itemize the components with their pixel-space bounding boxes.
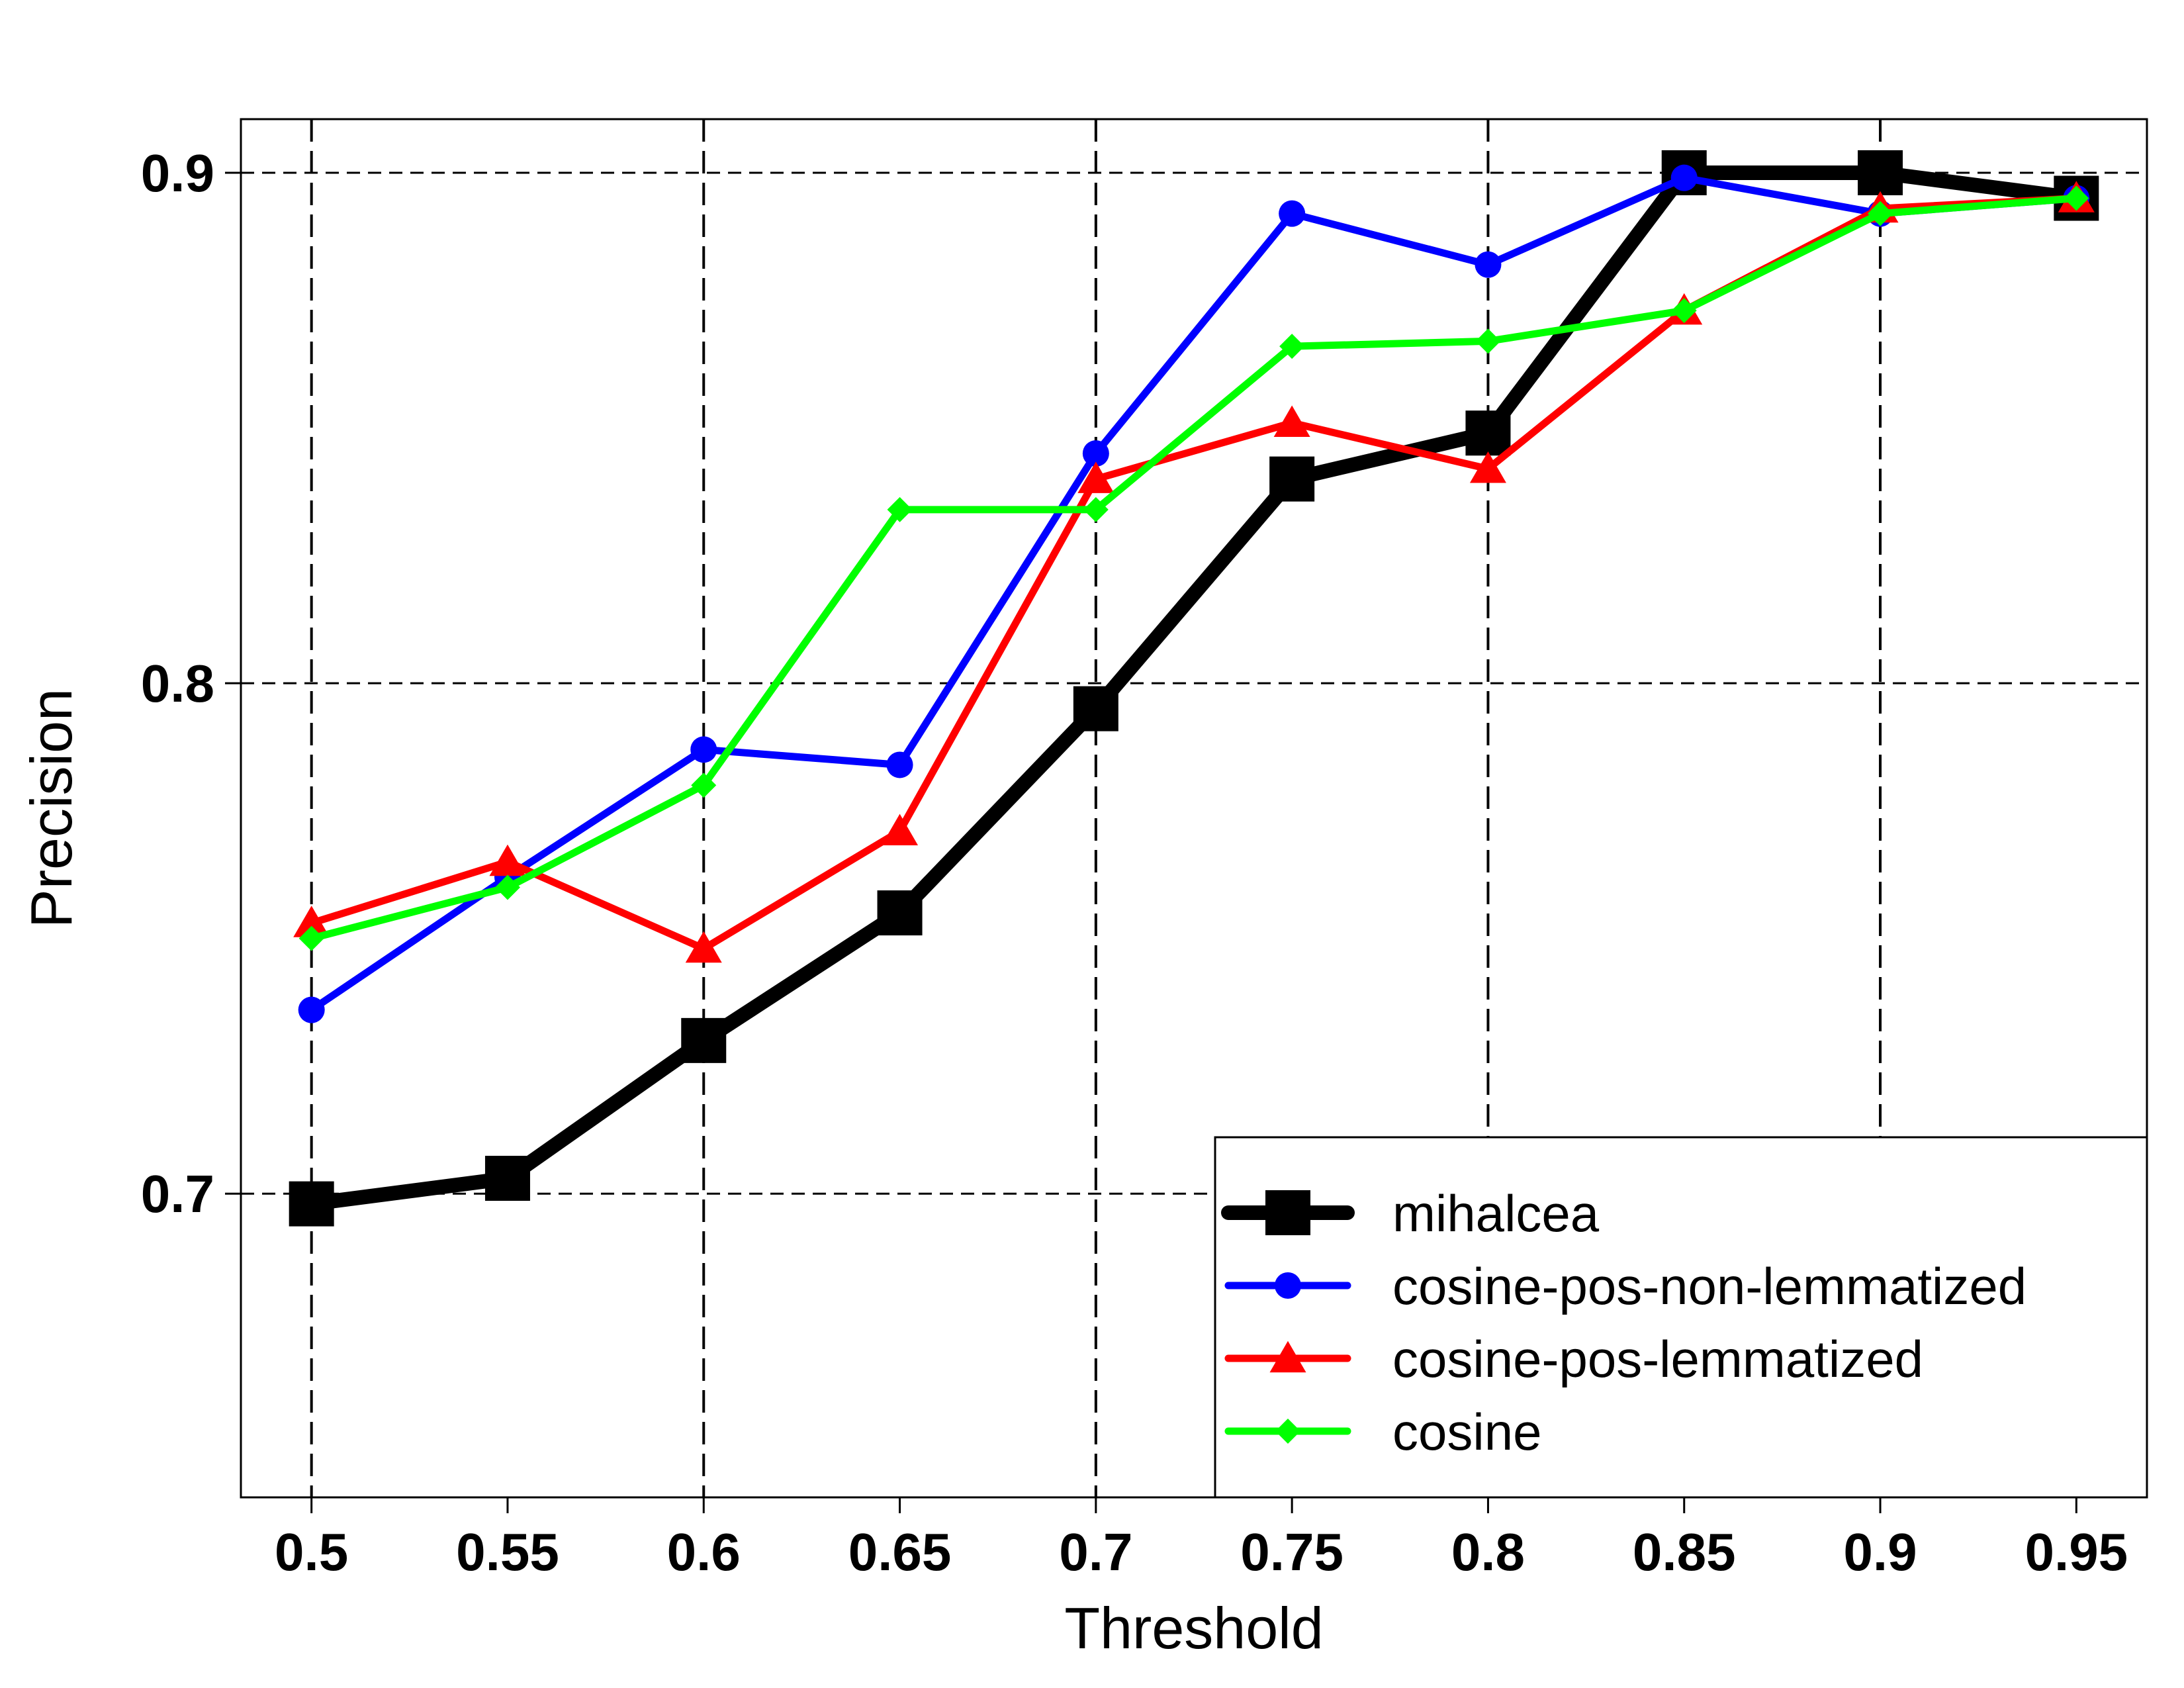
- data-point: [886, 751, 913, 778]
- data-point: [685, 931, 722, 963]
- x-axis-title: Threshold: [1064, 1595, 1323, 1661]
- data-point: [1475, 251, 1502, 278]
- legend-item: mihalcea: [1221, 1184, 1600, 1243]
- data-point: [484, 1156, 530, 1201]
- data-point: [1670, 164, 1698, 191]
- data-point: [691, 773, 717, 798]
- data-point: [882, 814, 919, 845]
- x-axis: 0.5 0.55 0.6 0.65 0.7 0.75 0.8 0.85 0.9 0.95: [275, 1497, 2128, 1581]
- legend-marker: [1265, 1190, 1310, 1235]
- data-point: [887, 496, 913, 522]
- legend-label: cosine-pos-non-lemmatized: [1392, 1257, 2026, 1315]
- legend-label: mihalcea: [1392, 1184, 1600, 1243]
- legend: mihalcea cosine-pos-non-lemmatized cosine-…: [1214, 1136, 2148, 1499]
- series-line: [308, 195, 2080, 943]
- legend-box: [1214, 1136, 2148, 1499]
- legend-item: cosine-pos-lemmatized: [1224, 1330, 1923, 1388]
- data-point: [2064, 185, 2089, 211]
- x-tick-label: 0.85: [1633, 1523, 1736, 1581]
- data-point: [289, 1181, 334, 1227]
- legend-marker: [1269, 1340, 1306, 1373]
- data-point: [1273, 405, 1310, 438]
- series-cosine: [298, 185, 2089, 951]
- data-point: [1868, 201, 1893, 226]
- data-point: [1475, 328, 1501, 354]
- data-point: [1269, 456, 1315, 502]
- x-tick-label: 0.65: [848, 1523, 952, 1581]
- data-point: [1082, 440, 1109, 467]
- data-point: [681, 1017, 727, 1063]
- series-cosine-pos-lemmatized: [293, 181, 2095, 963]
- y-tick-label: 0.8: [141, 654, 214, 713]
- data-point: [690, 736, 717, 763]
- data-point: [1671, 298, 1697, 324]
- data-point: [1073, 686, 1118, 731]
- y-tick-label: 0.7: [141, 1164, 214, 1223]
- y-axis-title: Precision: [19, 688, 84, 928]
- data-point: [489, 844, 526, 876]
- legend-label: cosine-pos-lemmatized: [1392, 1330, 1923, 1388]
- x-tick-label: 0.9: [1843, 1523, 1917, 1581]
- data-point: [494, 874, 520, 900]
- data-point: [1083, 496, 1109, 522]
- data-point: [298, 925, 324, 951]
- legend-item: cosine: [1224, 1403, 1541, 1461]
- data-point: [298, 996, 325, 1023]
- y-axis: 0.7 0.8 0.9: [141, 144, 241, 1223]
- data-point: [1858, 150, 1903, 195]
- series-layer: [289, 150, 2099, 1227]
- legend-marker: [1275, 1272, 1301, 1299]
- legend-item: cosine-pos-non-lemmatized: [1224, 1257, 2026, 1315]
- x-tick-label: 0.55: [456, 1523, 559, 1581]
- data-point: [1279, 200, 1306, 227]
- data-point: [877, 890, 923, 936]
- legend-label: cosine: [1392, 1403, 1541, 1461]
- data-point: [1279, 334, 1305, 359]
- x-tick-label: 0.75: [1240, 1523, 1343, 1581]
- data-point: [1465, 410, 1511, 456]
- data-point: [293, 906, 330, 937]
- series-mihalcea: [289, 150, 2099, 1227]
- x-tick-label: 0.6: [667, 1523, 741, 1581]
- x-tick-label: 0.5: [275, 1523, 348, 1581]
- series-line: [304, 165, 2084, 1211]
- data-point: [1469, 451, 1506, 483]
- y-tick-label: 0.9: [141, 144, 214, 203]
- x-tick-label: 0.8: [1451, 1523, 1525, 1581]
- data-point: [1077, 461, 1115, 493]
- x-tick-label: 0.7: [1059, 1523, 1132, 1581]
- x-tick-label: 0.95: [2025, 1523, 2128, 1581]
- series-line: [308, 174, 2080, 1014]
- plot-frame: [240, 118, 2148, 1499]
- legend-marker: [1275, 1419, 1300, 1444]
